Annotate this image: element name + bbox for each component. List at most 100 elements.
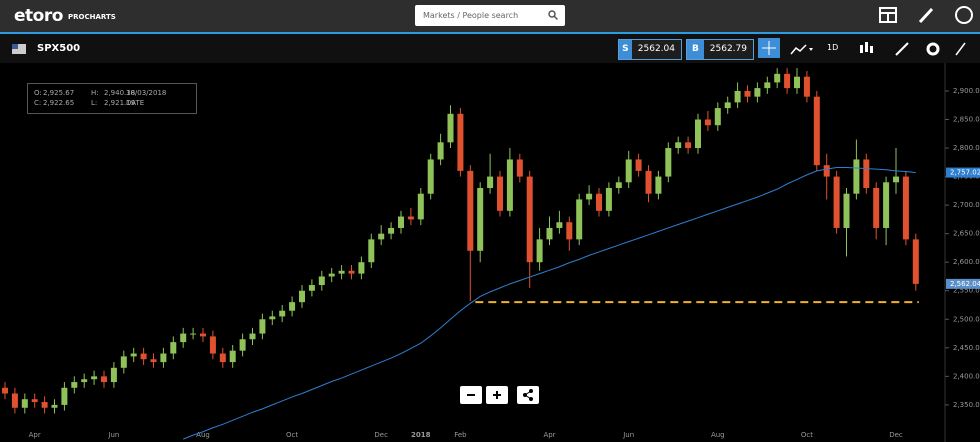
y-tick-label: 2,550.00: [953, 287, 980, 295]
toolbar: SPX500 S 2562.04 B 2562.79 1D: [0, 34, 980, 64]
candle-body: [655, 176, 662, 194]
candle-body: [21, 399, 28, 408]
candle-body: [625, 159, 632, 183]
profile-button[interactable]: [955, 6, 973, 24]
zoom-out-icon: [467, 394, 475, 396]
price-marker: [946, 167, 980, 178]
price-marker: [946, 278, 980, 289]
candle-body: [615, 182, 622, 189]
candle-body: [784, 73, 791, 89]
candle-body: [833, 176, 840, 228]
zoom-in-button[interactable]: [486, 386, 508, 404]
candle-body: [31, 399, 38, 403]
candle-body: [863, 159, 870, 189]
layout-button[interactable]: [879, 7, 897, 23]
candle-body: [229, 350, 236, 363]
candle-body: [279, 310, 286, 317]
candle-body: [318, 276, 325, 286]
candle-body: [912, 239, 919, 284]
x-tick-label: Apr: [543, 431, 555, 439]
logo-sub: PROCHARTS: [68, 13, 116, 21]
candle-body: [249, 333, 256, 340]
logo[interactable]: etoro: [14, 6, 63, 26]
chart-type-button[interactable]: [860, 42, 873, 53]
candle-body: [378, 233, 385, 240]
tool-icons: [860, 42, 966, 56]
candle-body: [744, 90, 751, 97]
y-tick-label: 2,700.00: [953, 201, 980, 209]
y-tick-label: 2,800.00: [953, 144, 980, 152]
sell-button[interactable]: S 2562.04: [618, 39, 682, 60]
indicator-button[interactable]: [790, 42, 814, 56]
top-bar: etoro PROCHARTS Markets / People search: [0, 0, 980, 34]
crosshair-button[interactable]: [758, 38, 780, 58]
zoom-out-button[interactable]: [460, 386, 482, 404]
candle-body: [398, 216, 404, 228]
fullscreen-button[interactable]: [955, 42, 966, 56]
y-tick-label: 2,600.00: [953, 258, 980, 266]
candle-body: [71, 382, 78, 388]
ohlc-text: 2,940.38: [104, 89, 136, 97]
candle-body: [556, 222, 563, 228]
candle-body: [457, 113, 464, 171]
candle-body: [695, 119, 701, 149]
candle-body: [754, 88, 761, 97]
y-tick-label: 2,450.00: [953, 344, 980, 352]
candle-body: [487, 176, 494, 189]
candle-body: [130, 353, 137, 357]
share-icon: [523, 389, 533, 401]
candle-body: [101, 376, 107, 383]
ohlc-text: DATE: [126, 99, 145, 107]
draw-button[interactable]: [918, 7, 934, 24]
erase-button[interactable]: [895, 42, 909, 56]
search-icon: [548, 10, 558, 20]
candle-body: [566, 222, 573, 240]
ohlc-text: 2,925.67: [43, 89, 75, 97]
candle-body: [576, 199, 583, 240]
candle-body: [417, 193, 424, 220]
candle-body: [873, 188, 880, 228]
symbol: SPX500: [37, 43, 81, 54]
candle-body: [239, 339, 246, 351]
candle-body: [61, 387, 68, 405]
candle-body: [358, 262, 365, 274]
candle-body: [447, 113, 454, 143]
candle-body: [764, 82, 771, 89]
y-tick-label: 2,500.00: [953, 315, 980, 323]
candle-body: [338, 270, 345, 274]
search-box[interactable]: Markets / People search: [415, 5, 565, 26]
x-tick-label: 2018: [411, 431, 431, 439]
x-tick-label: Oct: [286, 431, 298, 439]
x-tick-label: Dec: [889, 431, 903, 439]
candle-body: [734, 90, 741, 103]
y-tick-label: 2,650.00: [953, 230, 980, 238]
candle-body: [81, 379, 88, 383]
interval[interactable]: 1D: [827, 43, 839, 52]
x-tick-label: Jun: [622, 431, 634, 439]
candle-body: [407, 216, 414, 220]
candle-body: [645, 170, 652, 194]
candle-body: [2, 387, 8, 394]
candle-body: [724, 102, 731, 109]
candle-body: [200, 333, 206, 337]
share-button[interactable]: [517, 386, 539, 404]
x-tick-label: Jun: [107, 431, 119, 439]
candle-body: [51, 404, 58, 408]
settings-button[interactable]: [926, 42, 940, 56]
y-tick-label: 2,900.00: [953, 87, 980, 95]
chart: 2,350.00 2,400.00 2,450.00 2,500.00 2,550.00…: [0, 63, 980, 442]
price-marker-label: 2,757.02: [950, 169, 980, 177]
candle-body: [803, 76, 810, 97]
candle-body: [170, 342, 177, 354]
ohlc-text: H:: [91, 89, 99, 97]
candle-body: [704, 119, 711, 126]
candle-body: [665, 148, 672, 177]
y-tick-label: 2,400.00: [953, 372, 980, 380]
zoom-in-icon: [493, 391, 501, 399]
candle-body: [843, 193, 850, 228]
ohlc-text: O:: [34, 89, 42, 97]
candle-body: [506, 159, 513, 211]
buy-button[interactable]: B 2562.79: [686, 39, 754, 60]
candle-body: [368, 239, 375, 263]
ohlc-text: 2,921.19: [104, 99, 136, 107]
